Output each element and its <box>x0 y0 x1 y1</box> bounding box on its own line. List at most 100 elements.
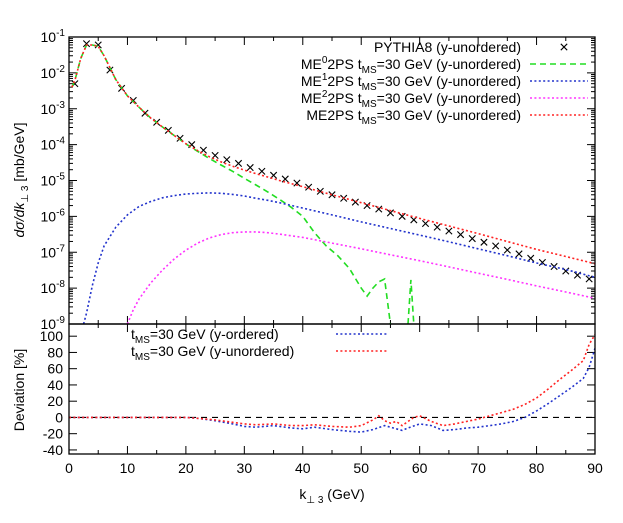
y-tick-exp: -6 <box>56 207 65 218</box>
dev-y-tick-label: -40 <box>43 442 63 458</box>
y-tick-exp: -9 <box>56 315 65 326</box>
y-tick-base: 10 <box>41 29 57 45</box>
pythia8-point <box>456 231 465 239</box>
y-tick-label: 10-8 <box>41 279 66 296</box>
dev-legend-label-0-text: t <box>131 326 135 342</box>
legend-label-0: PYTHIA8 (y-unordered) <box>374 39 521 55</box>
y-tick-label: 10-5 <box>41 172 66 189</box>
series-line-1 <box>71 44 392 324</box>
series-line-1 <box>407 279 415 324</box>
pythia8-point <box>106 66 114 74</box>
legend-label-1-sub: MS <box>362 65 377 76</box>
dev-legend-label-0-text: =30 GeV (y-ordered) <box>150 326 279 342</box>
dev-y-tick-label: 80 <box>47 344 63 360</box>
pythia8-point <box>293 179 301 187</box>
x-tick-label: 40 <box>295 460 311 476</box>
legend-label-1-text: 2PS t <box>327 56 361 72</box>
dev-legend-label-0-sub: MS <box>135 335 150 346</box>
y-tick-exp: -4 <box>56 136 65 147</box>
y-tick-label: 10-1 <box>41 28 66 45</box>
pythia8-point <box>305 183 313 191</box>
dev-y-tick-label: -20 <box>43 426 63 442</box>
x-tick-label: 10 <box>120 460 136 476</box>
dev-legend-label-1-sub: MS <box>135 352 150 363</box>
legend-label-2-text: =30 GeV (y-unordered) <box>377 73 521 89</box>
legend-label-4-text: ME2PS t <box>306 107 361 123</box>
dev-y-tick-label: 0 <box>55 409 63 425</box>
y-tick-label: 10-3 <box>41 100 66 117</box>
x-axis-label: k⊥ 3 (GeV) <box>299 486 364 506</box>
legend-label-4: ME2PS tMS=30 GeV (y-unordered) <box>306 107 521 127</box>
top-axis-ticks <box>68 36 596 325</box>
legend-label-3: ME22PS tMS=30 GeV (y-unordered) <box>301 89 521 110</box>
pythia8-point <box>375 205 383 213</box>
legend-label-2-sub: MS <box>362 82 377 93</box>
top-series-lines <box>71 40 595 324</box>
legend-label-3-text: 2PS t <box>327 90 361 106</box>
y-tick-exp: -7 <box>56 243 65 254</box>
y-axis-label-unit: [mb/GeV] <box>11 123 27 186</box>
legend-label-0-text: PYTHIA8 (y-unordered) <box>374 39 521 55</box>
bottom-legend: tMS=30 GeV (y-ordered)tMS=30 GeV (y-unor… <box>131 326 388 363</box>
series-line-4 <box>71 44 595 265</box>
pythia8-point <box>94 41 102 49</box>
y-tick-label: 10-6 <box>41 207 66 224</box>
legend-label-3-sup: 2 <box>322 89 328 100</box>
pythia8-point <box>351 198 359 206</box>
y-tick-base: 10 <box>41 137 57 153</box>
pythia8-point <box>386 209 395 217</box>
x-tick-label: 30 <box>237 460 253 476</box>
y-tick-exp: -2 <box>56 64 65 75</box>
dev-legend-label-1-text: =30 GeV (y-unordered) <box>150 343 294 359</box>
y-tick-base: 10 <box>41 280 57 296</box>
dev-y-tick-label: 40 <box>47 377 63 393</box>
deviation-axis-label: Deviation [%] <box>11 349 27 431</box>
x-tick-label: 70 <box>470 460 486 476</box>
y-tick-exp: -8 <box>56 279 65 290</box>
cross-section-panel: 10-910-810-710-610-510-410-310-210-1 PYT… <box>11 28 596 332</box>
pythia8-point <box>316 187 324 195</box>
pythia8-point <box>585 275 593 283</box>
deviation-line-0 <box>69 348 595 433</box>
series-line-3 <box>126 231 595 324</box>
y-tick-base: 10 <box>41 208 57 224</box>
y-tick-label: 10-4 <box>41 136 66 153</box>
y-tick-label: 10-9 <box>41 315 66 332</box>
y-tick-exp: -3 <box>56 100 65 111</box>
y-tick-base: 10 <box>41 101 57 117</box>
dev-legend-label-0: tMS=30 GeV (y-ordered) <box>131 326 279 346</box>
y-tick-base: 10 <box>41 65 57 81</box>
x-tick-label: 60 <box>412 460 428 476</box>
pythia8-point <box>468 235 476 243</box>
series-line-2 <box>82 192 595 324</box>
dev-legend-label-1-text: t <box>131 343 135 359</box>
pythia8-point <box>445 227 453 235</box>
legend-label-2-text: ME <box>301 73 322 89</box>
pythia8-point <box>82 40 91 48</box>
pythia8-point <box>515 250 523 258</box>
legend-label-1-sup: 0 <box>322 55 328 66</box>
x-axis-label-main: k <box>299 486 307 502</box>
legend-label-4-sub: MS <box>362 116 377 127</box>
pythia8-point <box>421 219 430 228</box>
y-axis-label-sub: ⊥ 3 <box>20 185 31 202</box>
legend-label-4-text: =30 GeV (y-unordered) <box>377 107 521 123</box>
pythia8-point <box>328 191 336 199</box>
pythia8-point <box>503 246 511 254</box>
pythia8-point <box>246 163 254 172</box>
pythia8-point <box>398 212 406 220</box>
y-tick-base: 10 <box>41 244 57 260</box>
top-legend: PYTHIA8 (y-unordered)ME02PS tMS=30 GeV (… <box>301 39 588 127</box>
x-tick-label: 50 <box>353 460 369 476</box>
legend-label-3-sub: MS <box>362 99 377 110</box>
x-axis-label-unit: (GeV) <box>323 486 364 502</box>
pythia8-point <box>223 156 231 164</box>
pythia8-point <box>433 223 441 231</box>
legend-label-2-text: 2PS t <box>327 73 361 89</box>
pythia8-point <box>492 242 500 250</box>
pythia8-point <box>538 258 546 267</box>
y-tick-exp: -5 <box>56 172 65 183</box>
